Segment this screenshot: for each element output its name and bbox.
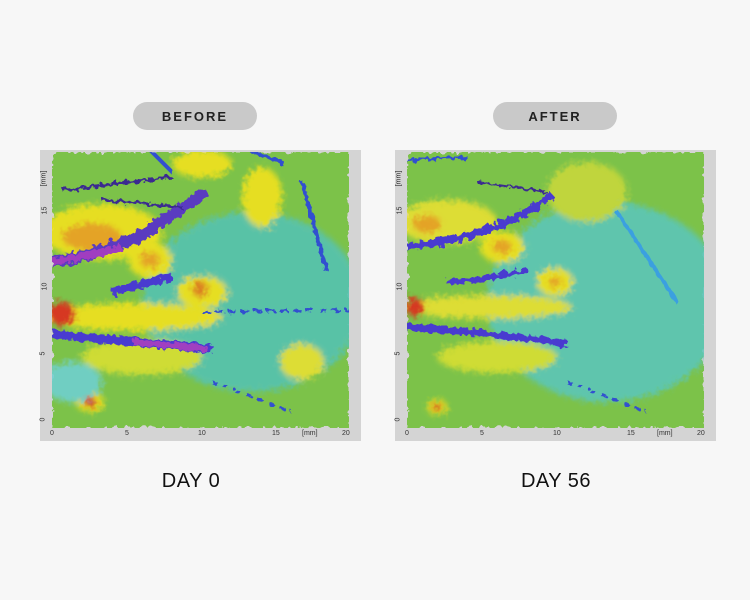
y-tick: 5 xyxy=(39,351,47,356)
before-heatmap-image xyxy=(52,152,349,428)
y-tick: 15 xyxy=(396,206,404,215)
before-caption: DAY 0 xyxy=(161,470,221,492)
y-tick: 10 xyxy=(396,282,404,291)
x-tick: 5 xyxy=(125,430,129,437)
x-tick: 0 xyxy=(405,430,409,437)
y-unit: [mm] xyxy=(40,170,48,187)
y-tick: 0 xyxy=(39,417,47,422)
x-tick: 20 xyxy=(342,430,350,437)
before-topography-map: 0 5 10 15 [mm] 0 5 10 15 [mm] 20 xyxy=(39,150,361,441)
before-badge: BEFORE xyxy=(133,102,257,130)
y-tick: 5 xyxy=(394,351,402,356)
y-unit: [mm] xyxy=(395,170,403,187)
x-tick: 5 xyxy=(480,430,484,437)
x-tick: 15 xyxy=(272,430,280,437)
after-topography-map: 0 5 10 15 [mm] 0 5 10 15 [mm] 20 xyxy=(394,150,716,441)
after-caption: DAY 56 xyxy=(520,470,592,492)
y-tick: 10 xyxy=(41,282,49,291)
x-tick: 10 xyxy=(198,430,206,437)
x-tick: 20 xyxy=(697,430,705,437)
after-heatmap-image xyxy=(407,152,704,428)
x-tick: 15 xyxy=(627,430,635,437)
x-unit: [mm] xyxy=(302,430,318,437)
y-tick: 15 xyxy=(41,206,49,215)
after-badge: AFTER xyxy=(493,102,617,130)
x-unit: [mm] xyxy=(657,430,673,437)
x-tick: 10 xyxy=(553,430,561,437)
x-tick: 0 xyxy=(50,430,54,437)
y-tick: 0 xyxy=(394,417,402,422)
